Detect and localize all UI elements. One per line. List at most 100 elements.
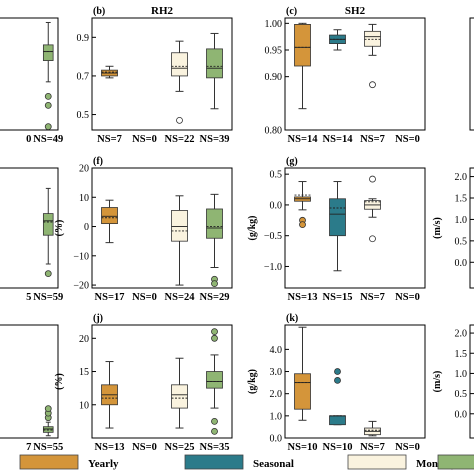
panel-f: (f) −20 −10 0 10 20 (%) NS=17 NS=0 NS=24 NS=29 [54, 156, 233, 303]
box-b-monthly [171, 40, 188, 124]
panel-c-ytick-label: 0.95 [265, 46, 283, 57]
box-iqr [206, 371, 223, 389]
panel-b-ns-label: NS=0 [132, 134, 157, 145]
box-k-seasonal [329, 368, 346, 426]
panel-k-frame [284, 324, 426, 439]
panel-a-ns-label: NS=49 [33, 134, 63, 145]
panel-c-ns-label: NS=14 [288, 134, 319, 145]
legend-swatch [347, 454, 407, 470]
panel-f-ns-label: NS=0 [132, 292, 157, 303]
panel-k-ytick-label: 0.0 [270, 434, 283, 445]
panel-b: (b) RH2 0.5 0.7 0.9 NS=7 NS=0 NS=22 NS=39 [77, 5, 233, 145]
panel-k-ns-label: NS=7 [360, 442, 385, 453]
box-b-yearly [101, 65, 118, 79]
box-iqr [42, 44, 54, 61]
panel-c-letter: (c) [286, 6, 297, 17]
box-a-daily [42, 21, 54, 131]
panel-h-ytick-label: 2.0 [455, 172, 468, 183]
panel-h-frame [469, 167, 474, 289]
legend-label: Yearly [88, 458, 119, 470]
outlier-point [44, 123, 52, 131]
panel-f-letter: (f) [93, 156, 103, 167]
panel-j-ytick-label: 10 [79, 400, 89, 411]
box-iqr [171, 52, 188, 77]
panel-h-ytick-label: 1.0 [455, 215, 468, 226]
box-iqr [294, 373, 311, 410]
panel-l: 0.0 0.5 1.0 1.5 2.0 (m/s) [432, 324, 474, 439]
box-f-daily [206, 193, 223, 288]
box-iqr [329, 415, 346, 426]
legend: Yearly Seasonal Monthly [19, 454, 474, 470]
panel-l-ytick-label: 2.0 [455, 329, 468, 340]
box-iqr [329, 198, 346, 237]
panel-c-title: SH2 [345, 5, 366, 17]
panel-k-ytick-label: 2.0 [270, 389, 283, 400]
panel-c-ns-label: NS=14 [323, 134, 354, 145]
box-j-monthly [171, 357, 188, 429]
box-j-yearly [101, 361, 118, 429]
panel-k-ytick-label: 4.0 [270, 345, 283, 356]
panel-h-ytick-label: 0.0 [455, 258, 468, 269]
panel-l-ytick-label: 1.5 [455, 349, 468, 360]
panel-g-letter: (g) [286, 156, 298, 167]
box-iqr [364, 30, 381, 47]
box-g-monthly [364, 175, 381, 243]
panel-g-ytick-label: −0.5 [264, 231, 282, 242]
outlier-point [369, 175, 376, 183]
panel-c: (c) SH2 0.80 0.90 0.95 1.00 NS=14 NS=14 NS=7 NS=0 [265, 5, 426, 145]
panel-j-ns-label: NS=35 [200, 442, 230, 453]
box-iqr [171, 210, 188, 242]
box-iqr [206, 48, 223, 79]
panel-f-ytick-label: 20 [79, 164, 89, 175]
panel-l-ytick-label: 0.0 [455, 409, 468, 420]
panel-g-ns-label: NS=0 [395, 292, 420, 303]
panel-g-ns-label: NS=7 [360, 292, 385, 303]
box-iqr [42, 213, 54, 236]
box-iqr [101, 207, 118, 225]
panel-b-ytick-label: 0.7 [77, 71, 90, 82]
legend-label: Seasonal [253, 458, 294, 470]
panel-k-letter: (k) [286, 313, 298, 324]
box-c-yearly [294, 22, 311, 110]
panel-g-ns-label: NS=13 [288, 292, 318, 303]
panel-f-ytick-label: −20 [73, 281, 89, 292]
box-f-yearly [101, 199, 118, 244]
panel-a-frame [0, 17, 59, 131]
panel-g-ns-label: NS=15 [323, 292, 353, 303]
panel-b-frame [91, 17, 233, 131]
panel-g-ylabel: (g/kg) [247, 216, 258, 241]
panel-b-ns-label: NS=39 [200, 134, 230, 145]
panel-k-ytick-label: 3.0 [270, 367, 283, 378]
panel-b-ns-label: NS=22 [165, 134, 195, 145]
panel-h-ytick-label: 0.5 [455, 236, 468, 247]
panel-e-ns-label: 5 [26, 292, 31, 303]
panel-k-ns-label: NS=10 [323, 442, 353, 453]
outlier-point [211, 334, 218, 342]
panel-b-ytick-label: 0.9 [77, 33, 90, 44]
panel-d [469, 17, 474, 131]
outlier-point [44, 93, 52, 100]
outlier-point [176, 116, 183, 124]
panel-b-ns-label: NS=7 [97, 134, 122, 145]
panel-b-letter: (b) [93, 6, 105, 17]
panel-k-ylabel: (g/kg) [247, 369, 258, 394]
panel-f-frame [91, 167, 233, 289]
panel-c-ytick-label: 0.80 [265, 126, 283, 137]
panel-k-ns-label: NS=0 [395, 442, 420, 453]
panel-c-ns-label: NS=7 [360, 134, 385, 145]
outlier-point [44, 405, 52, 413]
panel-l-ylabel: (m/s) [432, 371, 443, 393]
panel-e: 5 NS=59 [0, 167, 63, 303]
panel-j-frame [91, 324, 233, 439]
panel-i-ns-label: 7 [26, 442, 31, 453]
box-iqr [206, 208, 223, 239]
box-k-monthly [364, 420, 381, 437]
panel-b-title: RH2 [151, 5, 174, 17]
outlier-point [369, 81, 376, 89]
panel-i-frame [0, 324, 59, 439]
panel-j-ylabel: (%) [54, 373, 65, 390]
outlier-point [299, 221, 306, 229]
panel-l-ytick-label: 1.0 [455, 369, 468, 380]
box-j-daily [206, 328, 223, 435]
